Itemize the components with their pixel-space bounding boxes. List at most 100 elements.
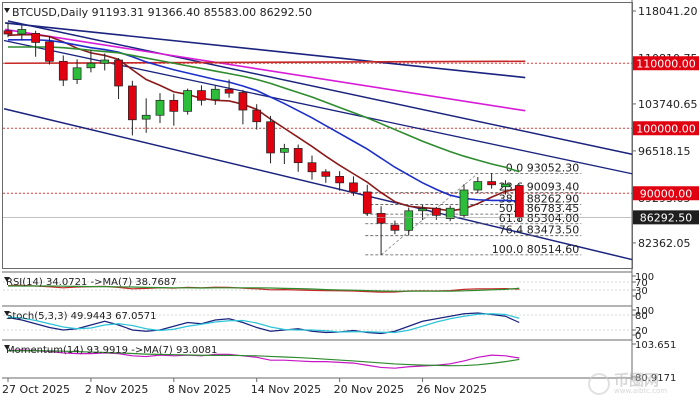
momentum-series-line — [8, 350, 520, 367]
candle — [86, 50, 96, 73]
watermark: 币圈网 www.aibtc.com — [588, 371, 696, 397]
candle — [307, 155, 317, 180]
candle — [100, 53, 110, 71]
candle — [72, 59, 82, 85]
chart-title: BTCUSD,Daily 91193.31 91366.40 85583.00 … — [12, 6, 312, 19]
stoch-series-line — [7, 312, 520, 335]
time-axis-label: 2 Nov 2025 — [85, 383, 148, 396]
channel-upper-line — [7, 20, 633, 155]
level-tag-label: 90000.00 — [640, 187, 693, 200]
candle-body-down — [252, 109, 262, 123]
candle-body-up — [473, 181, 483, 191]
candle-body-down — [114, 59, 123, 87]
fib-level-label: 0.0 93052.30 — [506, 161, 579, 174]
current-price-tag — [633, 210, 699, 225]
rsi-axis-label: 30 — [635, 286, 648, 297]
price-axis-label: 103740.65 — [638, 98, 698, 111]
candle — [155, 93, 165, 124]
momentum-axis-label: 103.651 — [635, 340, 676, 351]
candle — [210, 86, 220, 105]
candle — [376, 206, 386, 255]
candle — [404, 207, 414, 236]
candle-body-down — [432, 207, 441, 216]
candle — [17, 25, 27, 41]
candle — [238, 89, 248, 125]
candle — [197, 85, 206, 106]
candle-body-up — [459, 189, 469, 216]
candle — [445, 205, 455, 222]
candle — [514, 184, 524, 222]
price-axis-label: 82362.05 — [638, 237, 691, 250]
candle-body-up — [155, 99, 165, 116]
candle — [169, 93, 179, 126]
rsi-axis-label: 0 — [635, 292, 641, 303]
candle-body-down — [321, 171, 331, 177]
candle — [293, 144, 303, 172]
candle-body-down — [128, 85, 137, 121]
rsi-title: RSI(14) 34.0721 ->MA(7) 38.7687 — [6, 277, 177, 288]
candle — [58, 55, 68, 86]
candle — [349, 176, 358, 196]
candle — [3, 22, 13, 38]
candle-body-down — [224, 88, 234, 94]
candle-body-down — [45, 41, 54, 62]
candle-body-up — [280, 148, 289, 153]
channel-mid-line — [3, 39, 633, 175]
rsi-axis-label: 70 — [635, 278, 648, 289]
candle — [487, 173, 496, 189]
candle-body-up — [72, 67, 82, 80]
candle-body-down — [349, 182, 358, 193]
level-tag — [633, 56, 699, 71]
candle-body-down — [31, 32, 40, 43]
candle — [280, 143, 289, 164]
level-tag — [633, 121, 699, 136]
price-axis-label: 118041.20 — [638, 5, 698, 18]
candle — [390, 220, 400, 235]
candle-body-up — [100, 59, 110, 64]
slow-ma — [8, 46, 520, 173]
candle — [252, 104, 262, 130]
candle-body-down — [58, 60, 68, 81]
price-axis-label: 96518.15 — [638, 145, 691, 158]
candle-body-down — [293, 148, 303, 164]
fib-level-label: 76.4 83473.50 — [499, 224, 579, 237]
candle — [362, 184, 372, 216]
candle — [128, 80, 137, 136]
candle-body-down — [266, 121, 275, 154]
candle — [459, 184, 469, 218]
candle-body-up — [210, 88, 220, 100]
level-tag-label: 100000.00 — [636, 122, 696, 135]
time-axis-label: 26 Nov 2025 — [417, 383, 487, 396]
fib-trend-line — [380, 173, 479, 256]
watermark-cn-text: 币圈网 — [614, 371, 660, 389]
momentum-dropdown-icon — [4, 345, 10, 350]
candle-body-up — [17, 29, 27, 35]
candle-body-down — [238, 92, 248, 111]
rsi-series-line — [8, 285, 520, 292]
stoch-axis-label: 100 — [635, 306, 654, 317]
channel-lower-line — [3, 108, 633, 261]
stoch-axis-label: 20 — [635, 326, 648, 337]
candle-body-up — [418, 208, 427, 212]
momentum-axis-label: 80.9171 — [635, 373, 676, 384]
candle-body-up — [445, 207, 455, 219]
time-axis-label: 27 Oct 2025 — [2, 383, 70, 396]
momentum-title: Momentum(14) 93.9919 ->MA(7) 93.0081 — [6, 345, 217, 356]
time-axis-label: 8 Nov 2025 — [168, 383, 231, 396]
candle — [473, 177, 483, 194]
candle — [432, 206, 441, 220]
candle-body-up — [501, 183, 510, 188]
candle-body-down — [362, 191, 372, 214]
stoch-dropdown-icon — [4, 311, 10, 316]
candle — [114, 58, 123, 99]
candle-body-down — [307, 162, 317, 173]
candle-body-down — [3, 30, 13, 35]
fib-level-label: 100.0 80514.60 — [492, 243, 579, 256]
candle-body-down — [197, 90, 206, 101]
candle-body-down — [376, 213, 386, 224]
medium-ma — [8, 39, 520, 202]
level-tag — [633, 186, 699, 201]
candle — [224, 79, 234, 98]
